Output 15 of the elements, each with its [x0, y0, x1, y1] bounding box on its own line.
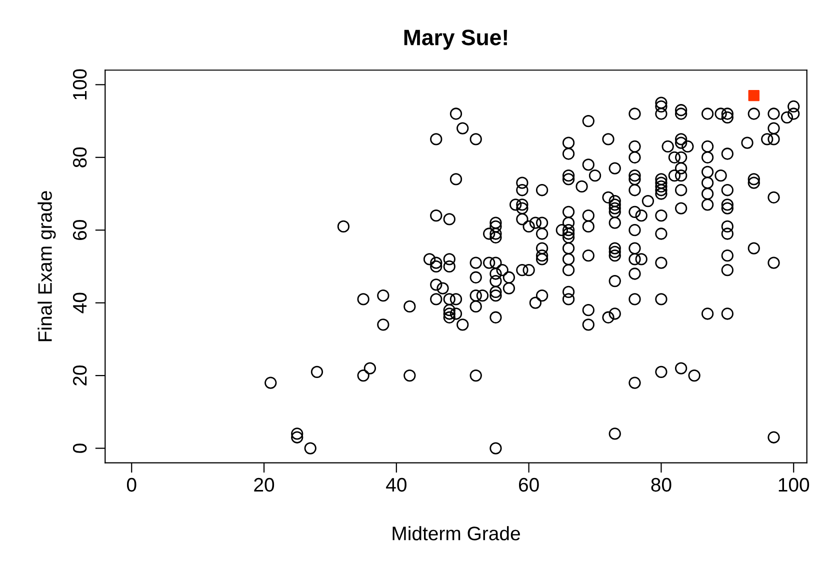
x-tick-label: 80 [651, 478, 672, 492]
x-tick-label: 20 [254, 478, 274, 492]
y-tick-label: 100 [72, 69, 87, 100]
x-tick-label: 100 [778, 478, 810, 492]
x-axis-title: Midterm Grade [392, 526, 520, 540]
y-tick-label: 0 [72, 444, 87, 453]
y-tick-label: 20 [72, 366, 87, 386]
y-tick-label: 40 [72, 292, 87, 314]
y-tick-label: 60 [72, 220, 87, 240]
chart-title: Mary Sue! [404, 30, 507, 50]
y-axis-title: Final Exam grade [38, 191, 56, 342]
x-tick-label: 60 [518, 478, 539, 492]
x-tick-label: 0 [126, 478, 136, 492]
y-tick-label: 80 [72, 147, 87, 168]
x-tick-label: 40 [386, 478, 406, 492]
